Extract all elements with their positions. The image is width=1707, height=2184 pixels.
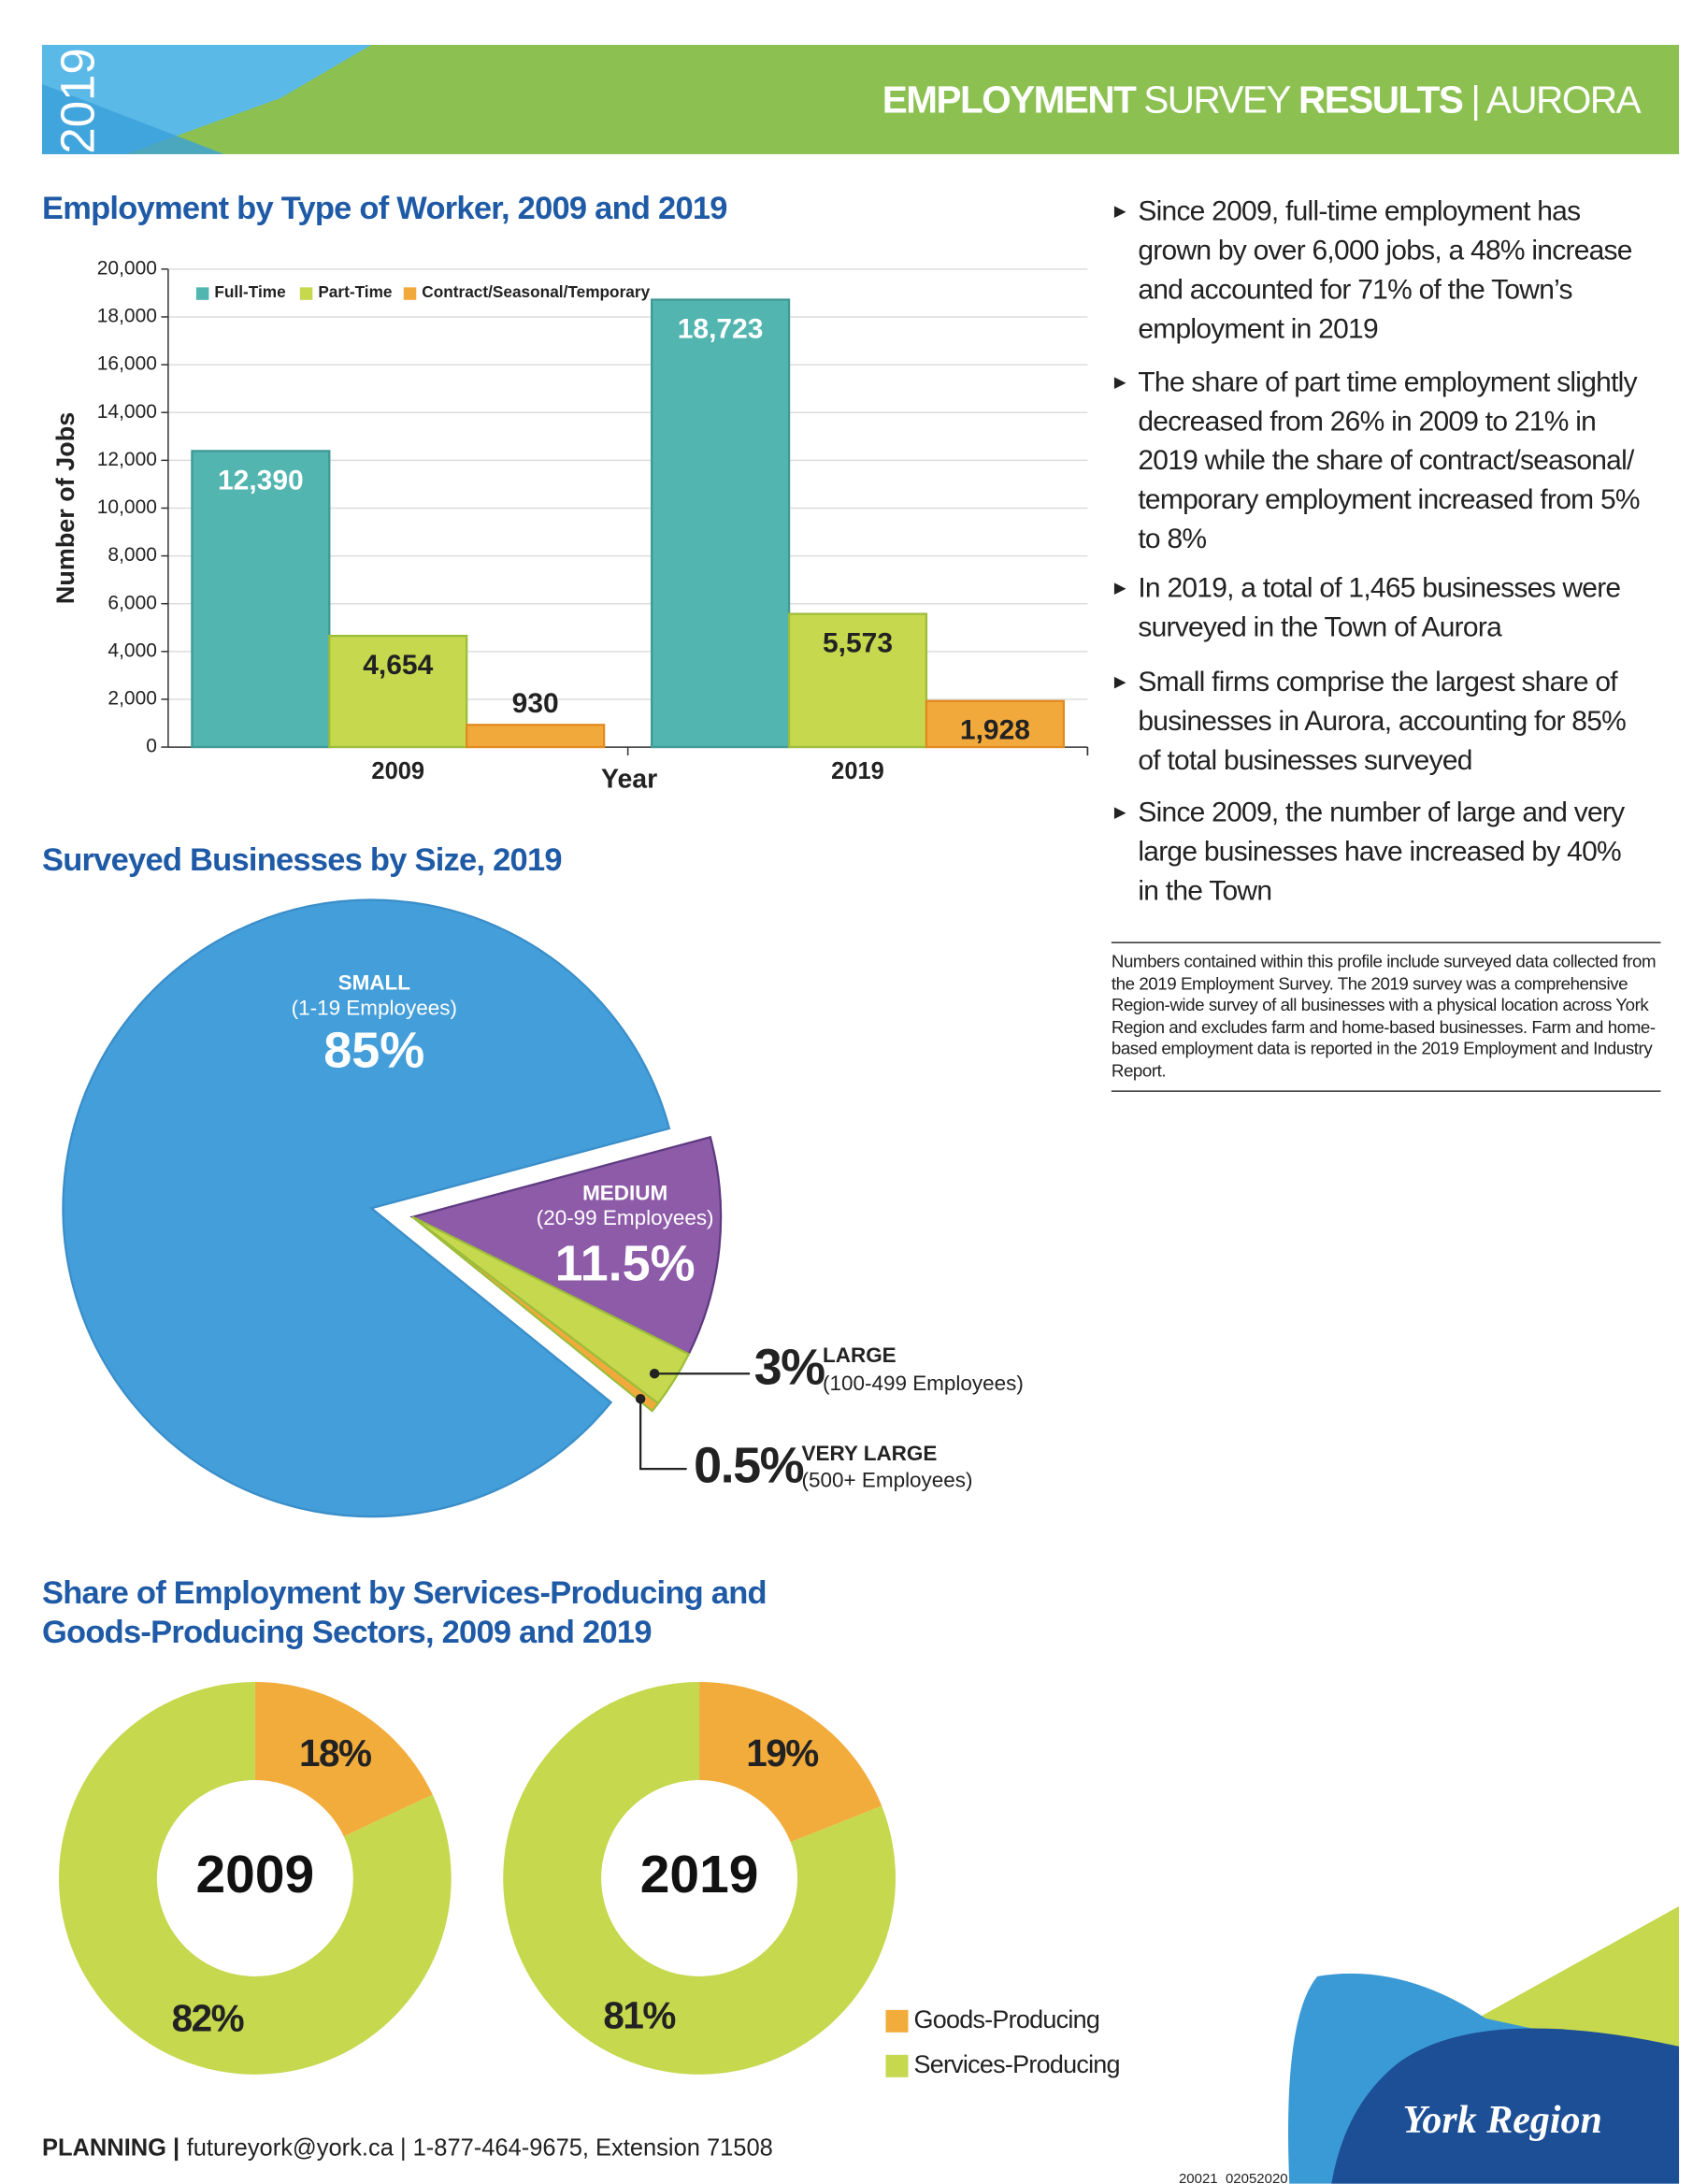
pie-value: 3% <box>754 1339 825 1395</box>
y-axis-label: Number of Jobs <box>51 412 79 604</box>
bar <box>328 634 468 749</box>
pie-slice <box>409 1135 723 1356</box>
donut-title: Share of Employment by Services-Producin… <box>41 1573 767 1650</box>
legend-label: Contract/Seasonal/Temporary <box>422 282 650 301</box>
bullet-icon: ▶ <box>1113 203 1126 221</box>
y-tick-label: 10,000 <box>97 496 157 518</box>
value-label: 4,654 <box>363 650 433 681</box>
footer-label: PLANNING | <box>42 2134 179 2161</box>
x-tick-label: 2019 <box>831 758 884 784</box>
x-tick-label: 2009 <box>371 758 424 784</box>
bullet-icon: ▶ <box>1113 374 1126 392</box>
header-title: EMPLOYMENT SURVEY RESULTS | AURORA <box>882 78 1642 121</box>
bullet: ▶ Since 2009, the number of large and ver… <box>1114 794 1647 912</box>
value-label: 18% <box>299 1731 371 1774</box>
pie-sublabel: (100-499 Employees) <box>823 1372 1024 1395</box>
donut-segment <box>58 1682 452 2075</box>
pie-value: 0.5% <box>694 1437 804 1493</box>
donut-segment <box>699 1682 882 1843</box>
legend-label: Goods-Producing <box>913 2005 1099 2033</box>
pie-sublabel: (1-19 Employees) <box>292 996 457 1019</box>
pie-value: 85% <box>323 1023 424 1079</box>
donut-center-label: 2009 <box>196 1845 315 1904</box>
chart-title: Employment by Type of Worker, 2009 and 2… <box>42 191 727 226</box>
bullet-text: Small firms comprise the largest share o… <box>1138 667 1627 777</box>
pie-sublabel: (20-99 Employees) <box>537 1206 714 1229</box>
legend-swatch <box>885 2054 909 2077</box>
bullet: ▶ In 2019, a total of 1,465 businesses we… <box>1114 569 1647 648</box>
bar <box>466 724 606 749</box>
pie-label: LARGE <box>823 1343 897 1367</box>
y-tick-label: 18,000 <box>97 306 157 327</box>
bullet-icon: ▶ <box>1113 674 1126 692</box>
legend-swatch <box>299 287 313 300</box>
legend-swatch <box>403 287 417 300</box>
value-label: 12,390 <box>218 465 304 496</box>
bullet-text: The share of part time employment slight… <box>1138 366 1640 555</box>
value-label: 19% <box>746 1731 818 1774</box>
logo-shape <box>1331 2028 1680 2184</box>
y-tick-label: 8,000 <box>108 544 156 566</box>
bullet-icon: ▶ <box>1113 580 1126 597</box>
title-part: SURVEY <box>1143 78 1291 121</box>
pie-slice <box>62 898 671 1518</box>
title-part: EMPLOYMENT <box>882 78 1137 121</box>
value-label: 1,928 <box>960 715 1030 746</box>
donut-segment <box>254 1682 433 1837</box>
title-part: | AURORA <box>1470 78 1641 121</box>
bullet-text: Since 2009, full-time employment has gro… <box>1138 195 1632 345</box>
logo-text: York Region <box>1402 2099 1601 2142</box>
legend-swatch <box>195 287 209 300</box>
y-tick-label: 14,000 <box>97 401 157 423</box>
bullet-text: In 2019, a total of 1,465 businesses wer… <box>1138 573 1621 644</box>
legend-label: Services-Producing <box>913 2050 1119 2078</box>
bullet-text: Since 2009, the number of large and very… <box>1138 797 1625 907</box>
leader <box>639 1399 687 1471</box>
bullet-icon: ▶ <box>1113 804 1126 822</box>
value-label: 82% <box>172 1997 244 2040</box>
y-tick-label: 2,000 <box>108 687 156 709</box>
pie-sublabel: (500+ Employees) <box>802 1469 973 1492</box>
y-tick-label: 0 <box>146 736 157 757</box>
donut-center-label: 2019 <box>640 1845 759 1904</box>
pie-label: SMALL <box>338 970 411 994</box>
bar <box>191 450 331 749</box>
donut-segment <box>503 1682 896 2075</box>
bullet: ▶ Small firms comprise the largest share … <box>1114 663 1647 781</box>
bar <box>925 699 1066 749</box>
value-label: 81% <box>603 1994 675 2037</box>
y-tick-label: 12,000 <box>97 449 157 470</box>
chart-title: Surveyed Businesses by Size, 2019 <box>42 842 562 878</box>
value-label: 930 <box>512 688 559 719</box>
leader-dot <box>635 1393 646 1404</box>
bullet: ▶ Since 2009, full-time employment has gr… <box>1114 192 1647 349</box>
header-swoosh <box>41 83 224 154</box>
pie-label: VERY LARGE <box>802 1442 938 1465</box>
y-tick-label: 16,000 <box>97 353 157 375</box>
y-tick-label: 6,000 <box>108 592 156 613</box>
note: Numbers contained within this profile in… <box>1111 941 1661 1092</box>
x-axis-label: Year <box>601 765 657 795</box>
pie-value: 11.5% <box>555 1236 696 1292</box>
bar <box>651 298 791 749</box>
pie-label: MEDIUM <box>582 1181 667 1204</box>
value-label: 18,723 <box>678 313 764 344</box>
header-year: 2019 <box>50 48 104 153</box>
bar <box>787 612 928 749</box>
pie-slice <box>411 1215 660 1413</box>
value-label: 5,573 <box>823 628 893 659</box>
doc-code: 20021_02052020 <box>1179 2171 1288 2184</box>
footer-contact: futureyork@york.ca | 1-877-464-9675, Ext… <box>187 2134 773 2161</box>
title-part: RESULTS <box>1298 78 1463 121</box>
legend-label: Part-Time <box>318 282 392 301</box>
legend-swatch <box>885 2009 909 2033</box>
y-tick-label: 4,000 <box>108 639 156 661</box>
leader-dot <box>649 1368 660 1379</box>
footer: PLANNING | futureyork@york.ca | 1-877-464… <box>42 2134 773 2161</box>
legend-label: Full-Time <box>214 282 285 301</box>
bullet: ▶ The share of part time employment sligh… <box>1114 363 1647 559</box>
y-tick-label: 20,000 <box>97 257 157 279</box>
